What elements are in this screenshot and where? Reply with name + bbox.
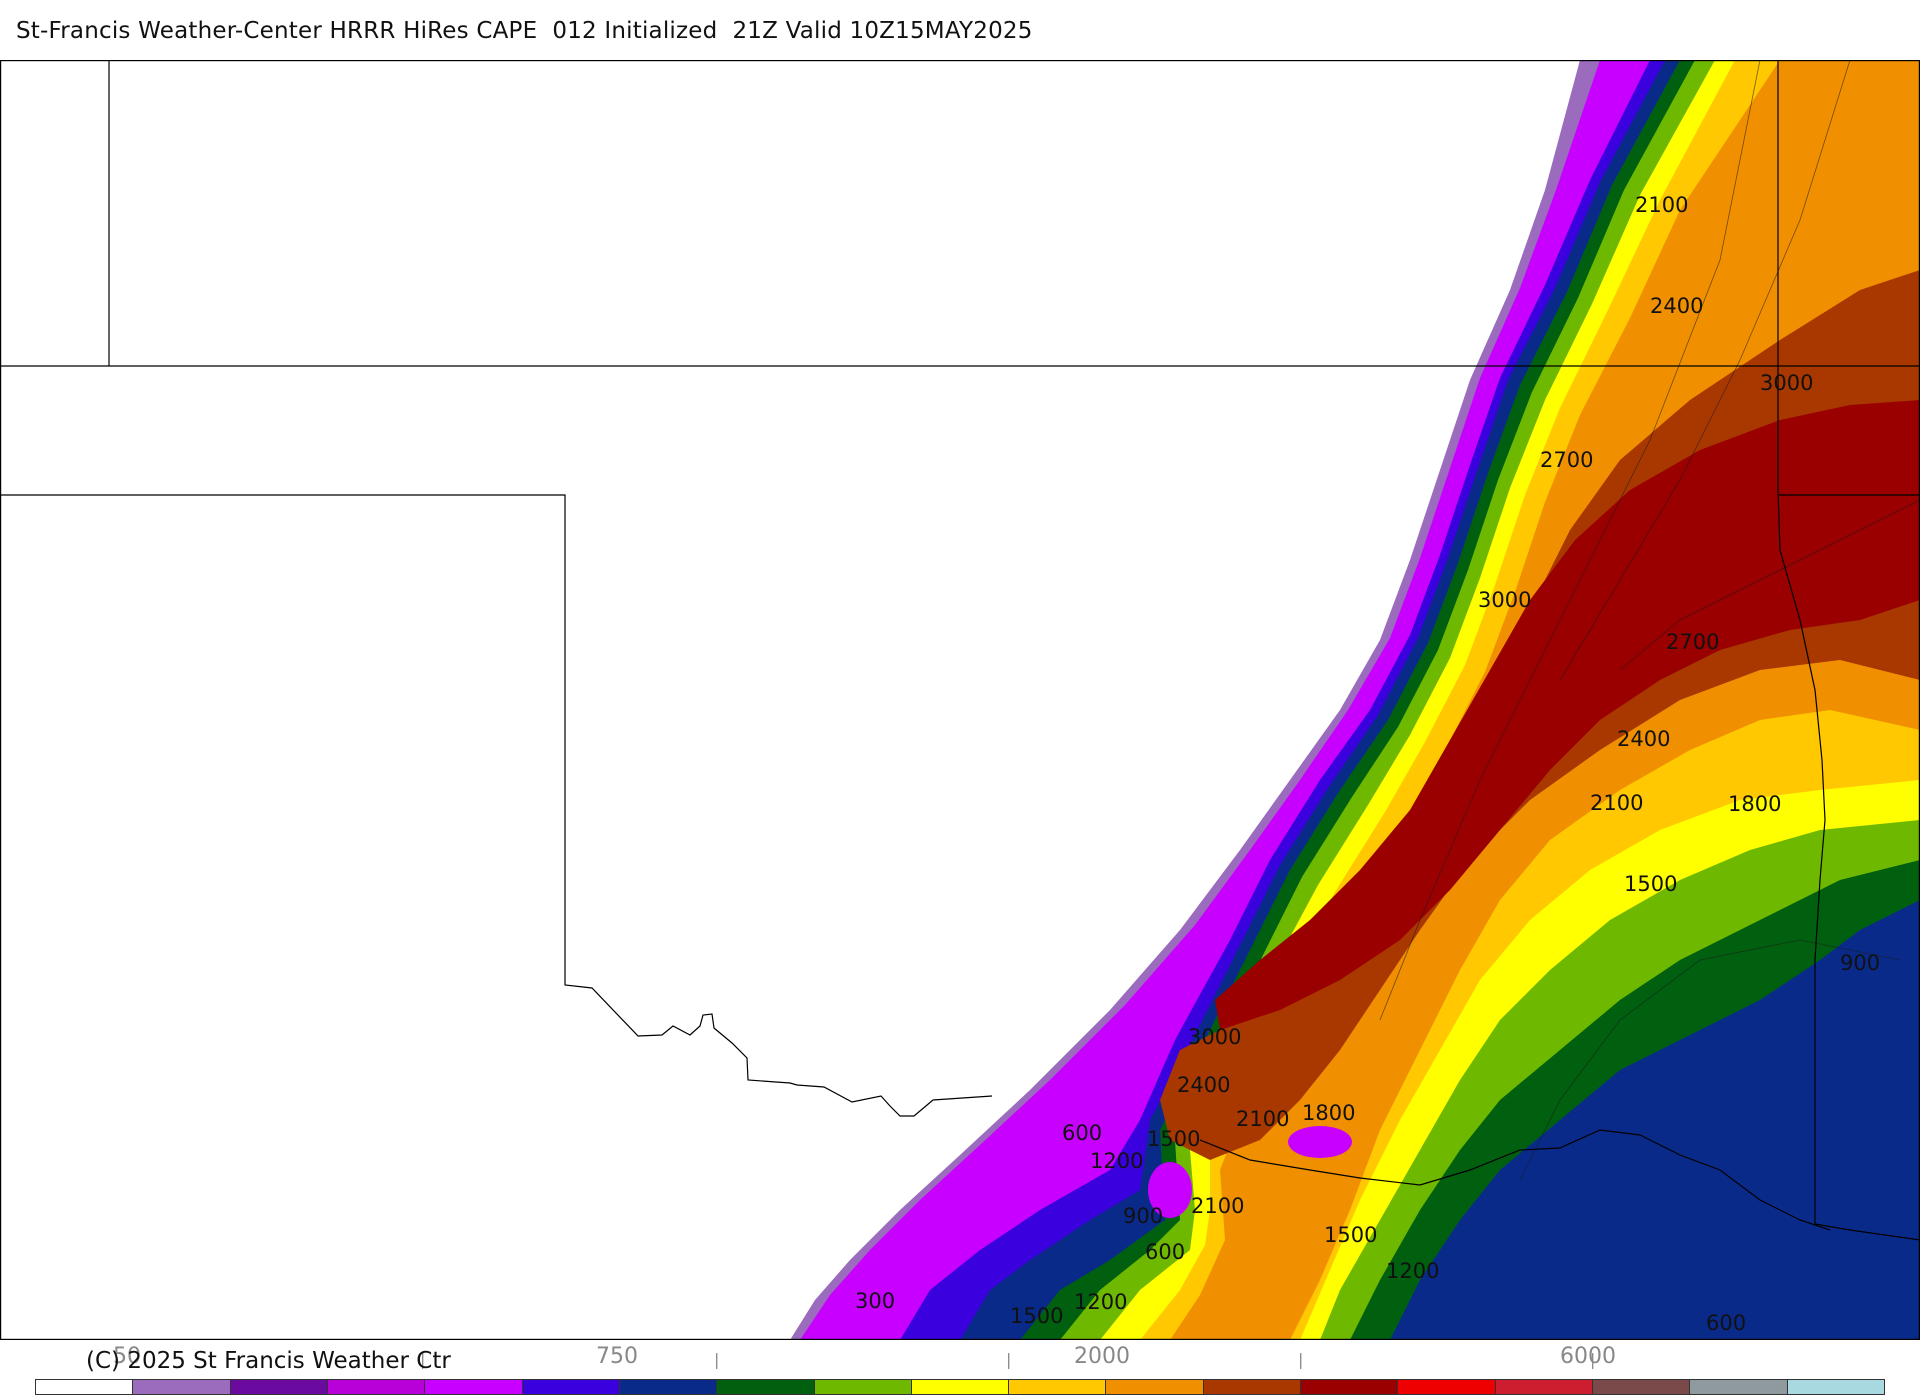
contour-label: 2100: [1590, 791, 1643, 815]
contour-label: 600: [1145, 1240, 1185, 1264]
border-lines: [0, 60, 1920, 1340]
contour-label: 600: [1062, 1121, 1102, 1145]
colorbar-tick-mark: |: [1590, 1350, 1596, 1369]
border-east: [1777, 60, 1920, 1241]
contour-label: 1500: [1324, 1223, 1377, 1247]
colorbar-swatch: [1593, 1380, 1691, 1394]
contour-label: 1200: [1386, 1259, 1439, 1283]
contour-lines: [1379, 60, 1920, 1181]
colorbar-tick-mark: |: [1298, 1350, 1304, 1369]
colorbar-tick-label: 6000: [1560, 1344, 1616, 1369]
band-magenta-spot: [1288, 1126, 1352, 1158]
contour-label: 1500: [1147, 1127, 1200, 1151]
contour-label: 2100: [1635, 193, 1688, 217]
cape-shading: [790, 60, 1920, 1340]
contour-label: 2400: [1650, 294, 1703, 318]
contour-label: 3000: [1478, 588, 1531, 612]
copyright-text: (C) 2025 St Francis Weather Ctr: [86, 1348, 451, 1374]
border-red-river: [1199, 1129, 1831, 1231]
colorbar-swatch: [230, 1380, 328, 1394]
contour-label: 900: [1840, 951, 1880, 975]
colorbar-swatch: [1301, 1380, 1399, 1394]
colorbar-tick-label: 50: [113, 1344, 141, 1369]
border-ok-tx: [0, 494, 993, 1117]
contour-label: 300: [855, 1289, 895, 1313]
contour-label: 1500: [1010, 1304, 1063, 1328]
map-frame: [0, 60, 1920, 1340]
colorbar-swatch: [133, 1380, 231, 1394]
colorbar-swatch: [1787, 1380, 1884, 1394]
colorbar-tick-label: 750: [596, 1344, 638, 1369]
colorbar-swatch: [1690, 1380, 1788, 1394]
colorbar-swatch: [1106, 1380, 1204, 1394]
contour-label: 1800: [1302, 1101, 1355, 1125]
contour-label: 2400: [1177, 1073, 1230, 1097]
colorbar-swatch: [425, 1380, 523, 1394]
contour-label: 900: [1123, 1204, 1163, 1228]
colorbar-tick-mark: |: [420, 1350, 426, 1369]
colorbar-tick-label: 2000: [1074, 1344, 1130, 1369]
contour-label: 1200: [1074, 1290, 1127, 1314]
cape-colorbar: [35, 1379, 1885, 1395]
map-title: St-Francis Weather-Center HRRR HiRes CAP…: [16, 18, 1033, 44]
colorbar-swatch: [911, 1380, 1010, 1394]
contour-label: 1500: [1624, 872, 1677, 896]
colorbar-swatch: [619, 1380, 718, 1394]
colorbar-swatch: [1009, 1380, 1107, 1394]
contour-label: 2100: [1236, 1107, 1289, 1131]
contour-label: 3000: [1188, 1025, 1241, 1049]
colorbar-swatch: [814, 1380, 912, 1394]
colorbar-tick-mark: |: [714, 1350, 720, 1369]
colorbar-tick-mark: |: [1006, 1350, 1012, 1369]
contour-label: 1200: [1090, 1149, 1143, 1173]
contour-label: 2700: [1666, 630, 1719, 654]
contour-labels: 2100 2400 3000 2700 3000 2700 2400 2100 …: [855, 193, 1880, 1335]
colorbar-swatch: [1495, 1380, 1593, 1394]
contour-label: 3000: [1760, 371, 1813, 395]
contour-label: 2100: [1191, 1194, 1244, 1218]
colorbar-swatch: [327, 1380, 426, 1394]
colorbar-swatch: [1398, 1380, 1496, 1394]
colorbar-swatch: [1203, 1380, 1302, 1394]
contour-label: 1800: [1728, 792, 1781, 816]
colorbar-swatch: [36, 1380, 134, 1394]
colorbar-swatch: [717, 1380, 815, 1394]
contour-label: 2700: [1540, 448, 1593, 472]
contour-label: 600: [1706, 1311, 1746, 1335]
band-magenta-spot-2: [1148, 1162, 1192, 1218]
contour-label: 2400: [1617, 727, 1670, 751]
colorbar-swatch: [522, 1380, 620, 1394]
cape-map[interactable]: 2100 2400 3000 2700 3000 2700 2400 2100 …: [0, 60, 1920, 1340]
band-dkred: [1215, 400, 1920, 1030]
